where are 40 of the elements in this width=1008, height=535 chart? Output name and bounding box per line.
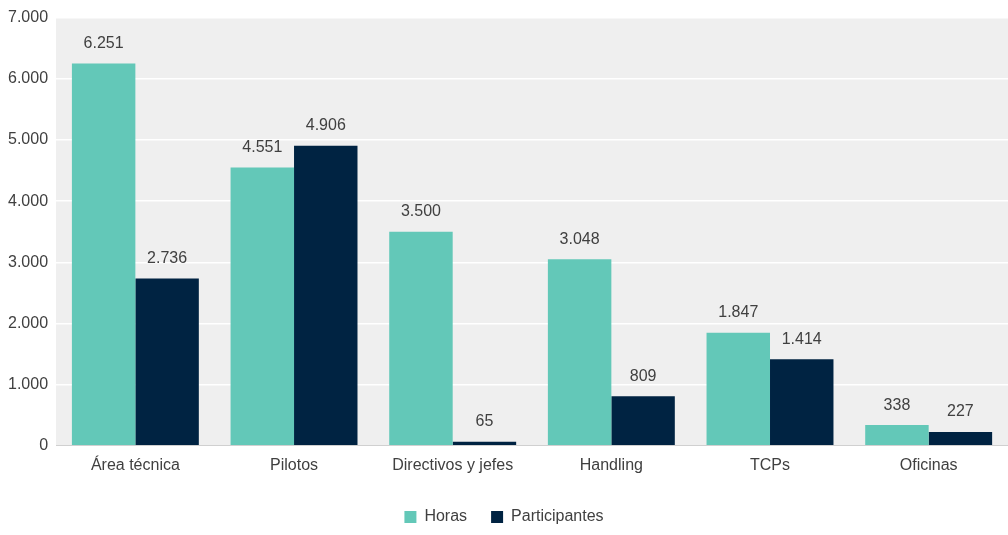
data-label: 1.414 — [781, 329, 822, 347]
data-label: 2.736 — [147, 248, 188, 266]
bar — [389, 231, 453, 446]
x-tick-label: Directivos y jefes — [392, 455, 514, 473]
y-tick-label: 0 — [39, 436, 49, 454]
data-label: 4.906 — [305, 116, 346, 134]
data-label: 6.251 — [83, 33, 124, 51]
bar — [706, 332, 771, 446]
y-tick-label: 3.000 — [7, 252, 49, 270]
bar — [770, 359, 834, 446]
bar — [71, 63, 136, 446]
bar — [452, 441, 517, 446]
y-tick-label: 6.000 — [7, 69, 49, 87]
x-tick-label: Oficinas — [899, 455, 958, 473]
y-tick-label: 5.000 — [7, 130, 49, 148]
bar — [865, 425, 929, 446]
legend-label: Participantes — [511, 507, 604, 525]
y-tick-label: 4.000 — [7, 191, 49, 209]
data-label: 4.551 — [242, 137, 283, 155]
x-tick-label: TCPs — [750, 455, 791, 473]
data-label: 338 — [883, 395, 911, 413]
data-label: 3.048 — [559, 229, 600, 247]
bar — [928, 431, 993, 446]
data-label: 65 — [475, 412, 494, 430]
bar — [611, 396, 675, 446]
data-label: 1.847 — [718, 303, 759, 321]
bar — [230, 167, 295, 446]
bar — [294, 145, 358, 446]
y-tick-label: 1.000 — [7, 375, 49, 393]
x-tick-label: Handling — [579, 455, 643, 473]
x-tick-label: Pilotos — [270, 455, 319, 473]
data-label: 3.500 — [400, 202, 442, 220]
y-tick-label: 2.000 — [7, 313, 49, 331]
bar — [547, 259, 612, 446]
x-tick-label: Área técnica — [90, 454, 180, 473]
legend-label: Horas — [424, 507, 468, 525]
data-label: 809 — [629, 366, 657, 384]
data-label: 227 — [947, 402, 974, 420]
y-tick-label: 7.000 — [7, 8, 49, 26]
bar — [135, 278, 199, 446]
